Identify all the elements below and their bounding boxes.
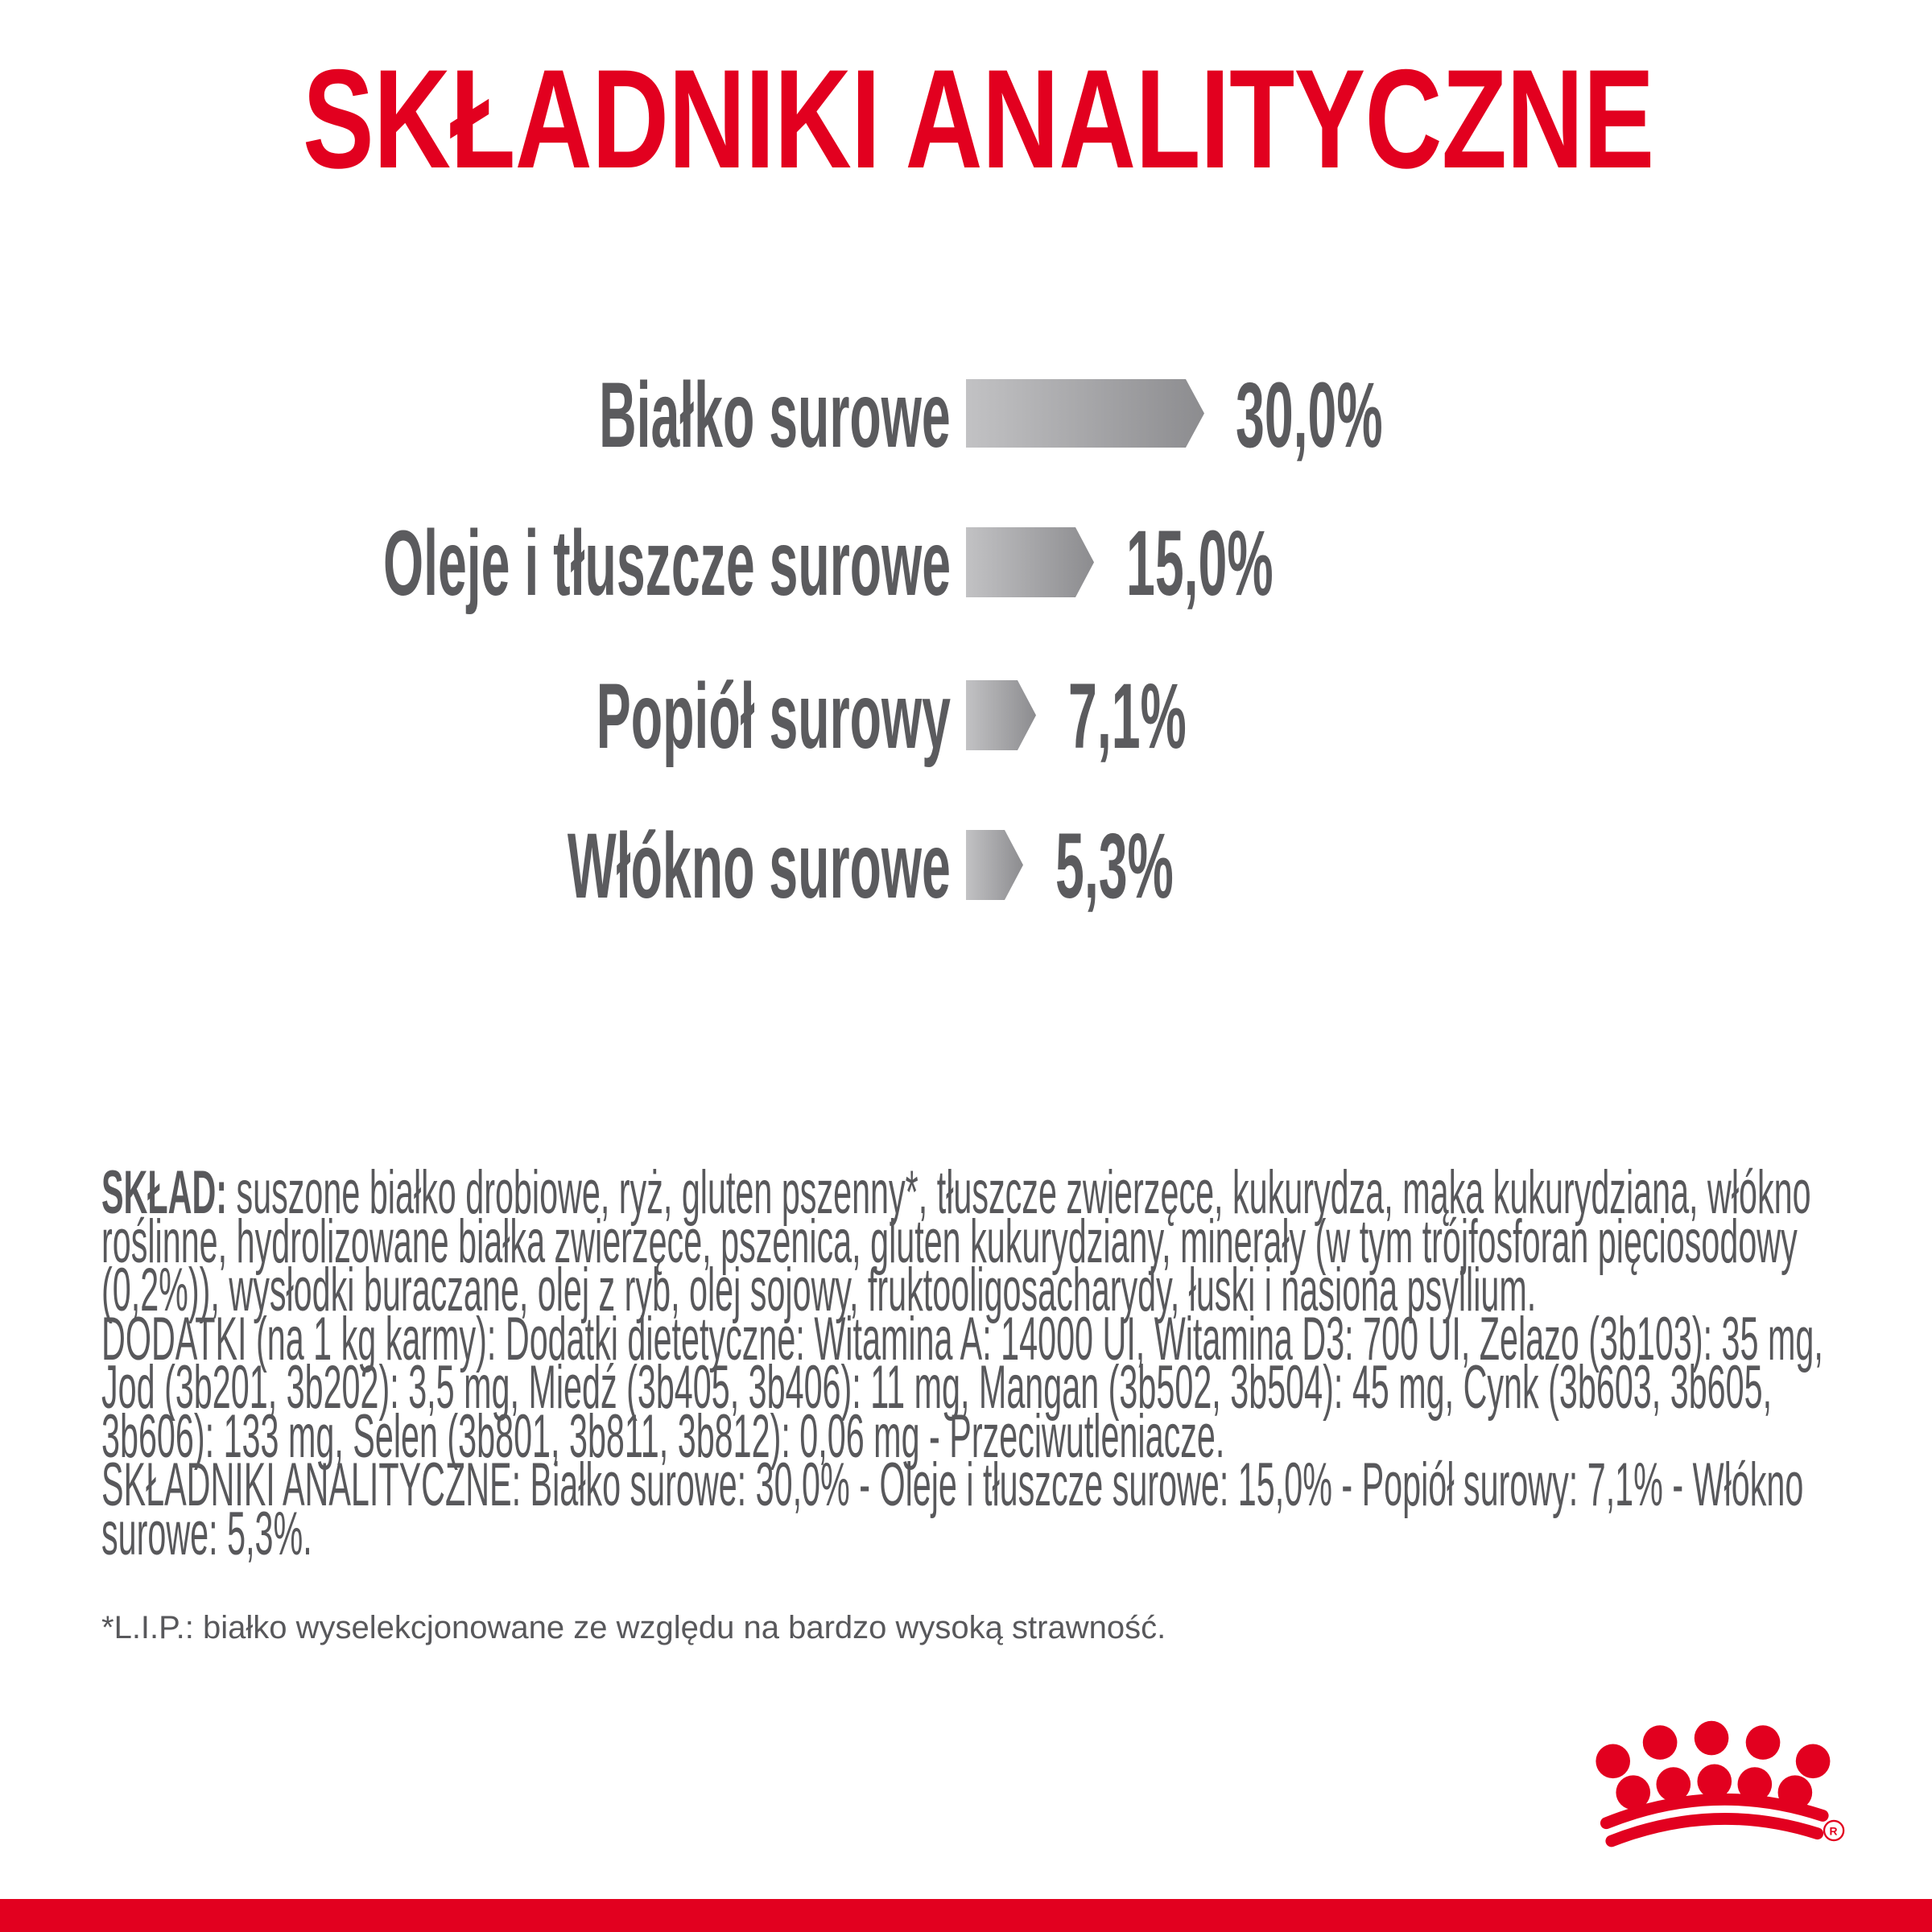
svg-text:R: R [1830, 1825, 1838, 1838]
